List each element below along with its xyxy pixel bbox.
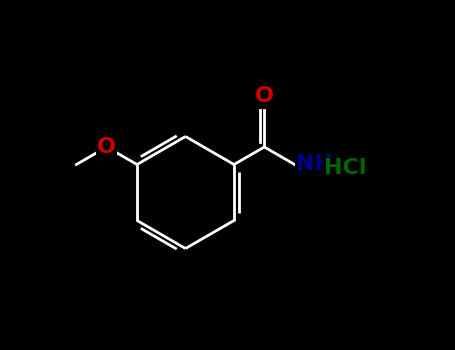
Text: O: O (255, 86, 274, 106)
Text: HCl: HCl (324, 158, 367, 178)
Text: NH₂: NH₂ (296, 154, 343, 175)
Text: O: O (97, 137, 116, 157)
